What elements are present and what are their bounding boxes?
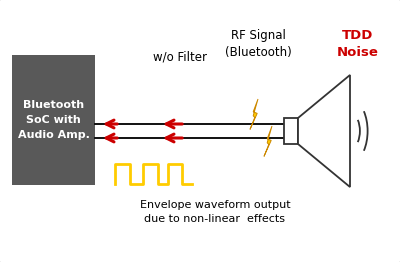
Bar xyxy=(284,118,298,144)
Text: TDD
Noise: TDD Noise xyxy=(337,29,379,59)
Polygon shape xyxy=(250,99,258,129)
Text: w/o Filter: w/o Filter xyxy=(153,51,207,63)
Text: Bluetooth
SoC with
Audio Amp.: Bluetooth SoC with Audio Amp. xyxy=(18,100,90,140)
Polygon shape xyxy=(264,126,272,156)
Text: Envelope waveform output
due to non-linear  effects: Envelope waveform output due to non-line… xyxy=(140,200,290,224)
Polygon shape xyxy=(298,75,350,187)
FancyBboxPatch shape xyxy=(12,55,95,185)
Text: RF Signal
(Bluetooth): RF Signal (Bluetooth) xyxy=(225,29,291,59)
